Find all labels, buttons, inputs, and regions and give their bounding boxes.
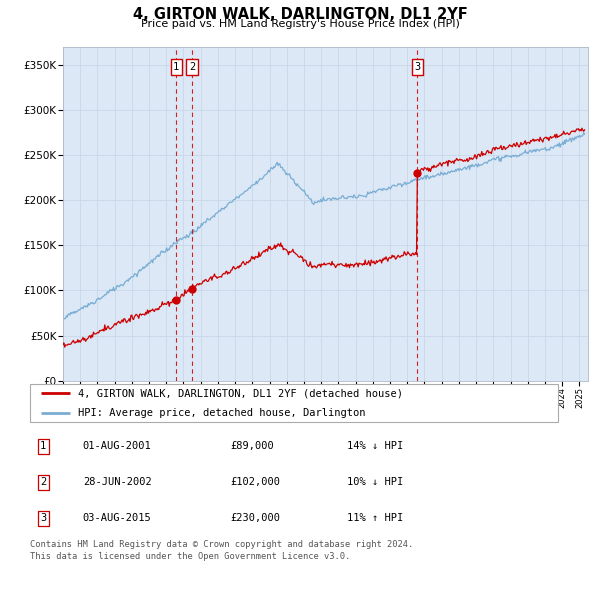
Text: HPI: Average price, detached house, Darlington: HPI: Average price, detached house, Darl… xyxy=(77,408,365,418)
Text: 1: 1 xyxy=(173,62,179,72)
Text: 1: 1 xyxy=(40,441,46,451)
Text: £102,000: £102,000 xyxy=(230,477,281,487)
Text: 3: 3 xyxy=(40,513,46,523)
Text: 28-JUN-2002: 28-JUN-2002 xyxy=(83,477,152,487)
Text: £89,000: £89,000 xyxy=(230,441,274,451)
Text: 14% ↓ HPI: 14% ↓ HPI xyxy=(347,441,403,451)
Text: 03-AUG-2015: 03-AUG-2015 xyxy=(83,513,152,523)
Text: Price paid vs. HM Land Registry's House Price Index (HPI): Price paid vs. HM Land Registry's House … xyxy=(140,19,460,29)
Text: 11% ↑ HPI: 11% ↑ HPI xyxy=(347,513,403,523)
Text: 01-AUG-2001: 01-AUG-2001 xyxy=(83,441,152,451)
Text: 10% ↓ HPI: 10% ↓ HPI xyxy=(347,477,403,487)
Text: Contains HM Land Registry data © Crown copyright and database right 2024.
This d: Contains HM Land Registry data © Crown c… xyxy=(30,540,413,560)
Text: 2: 2 xyxy=(189,62,195,72)
Text: £230,000: £230,000 xyxy=(230,513,281,523)
Text: 2: 2 xyxy=(40,477,46,487)
Text: 4, GIRTON WALK, DARLINGTON, DL1 2YF (detached house): 4, GIRTON WALK, DARLINGTON, DL1 2YF (det… xyxy=(77,388,403,398)
Text: 3: 3 xyxy=(414,62,421,72)
FancyBboxPatch shape xyxy=(30,384,558,422)
Text: 4, GIRTON WALK, DARLINGTON, DL1 2YF: 4, GIRTON WALK, DARLINGTON, DL1 2YF xyxy=(133,7,467,22)
